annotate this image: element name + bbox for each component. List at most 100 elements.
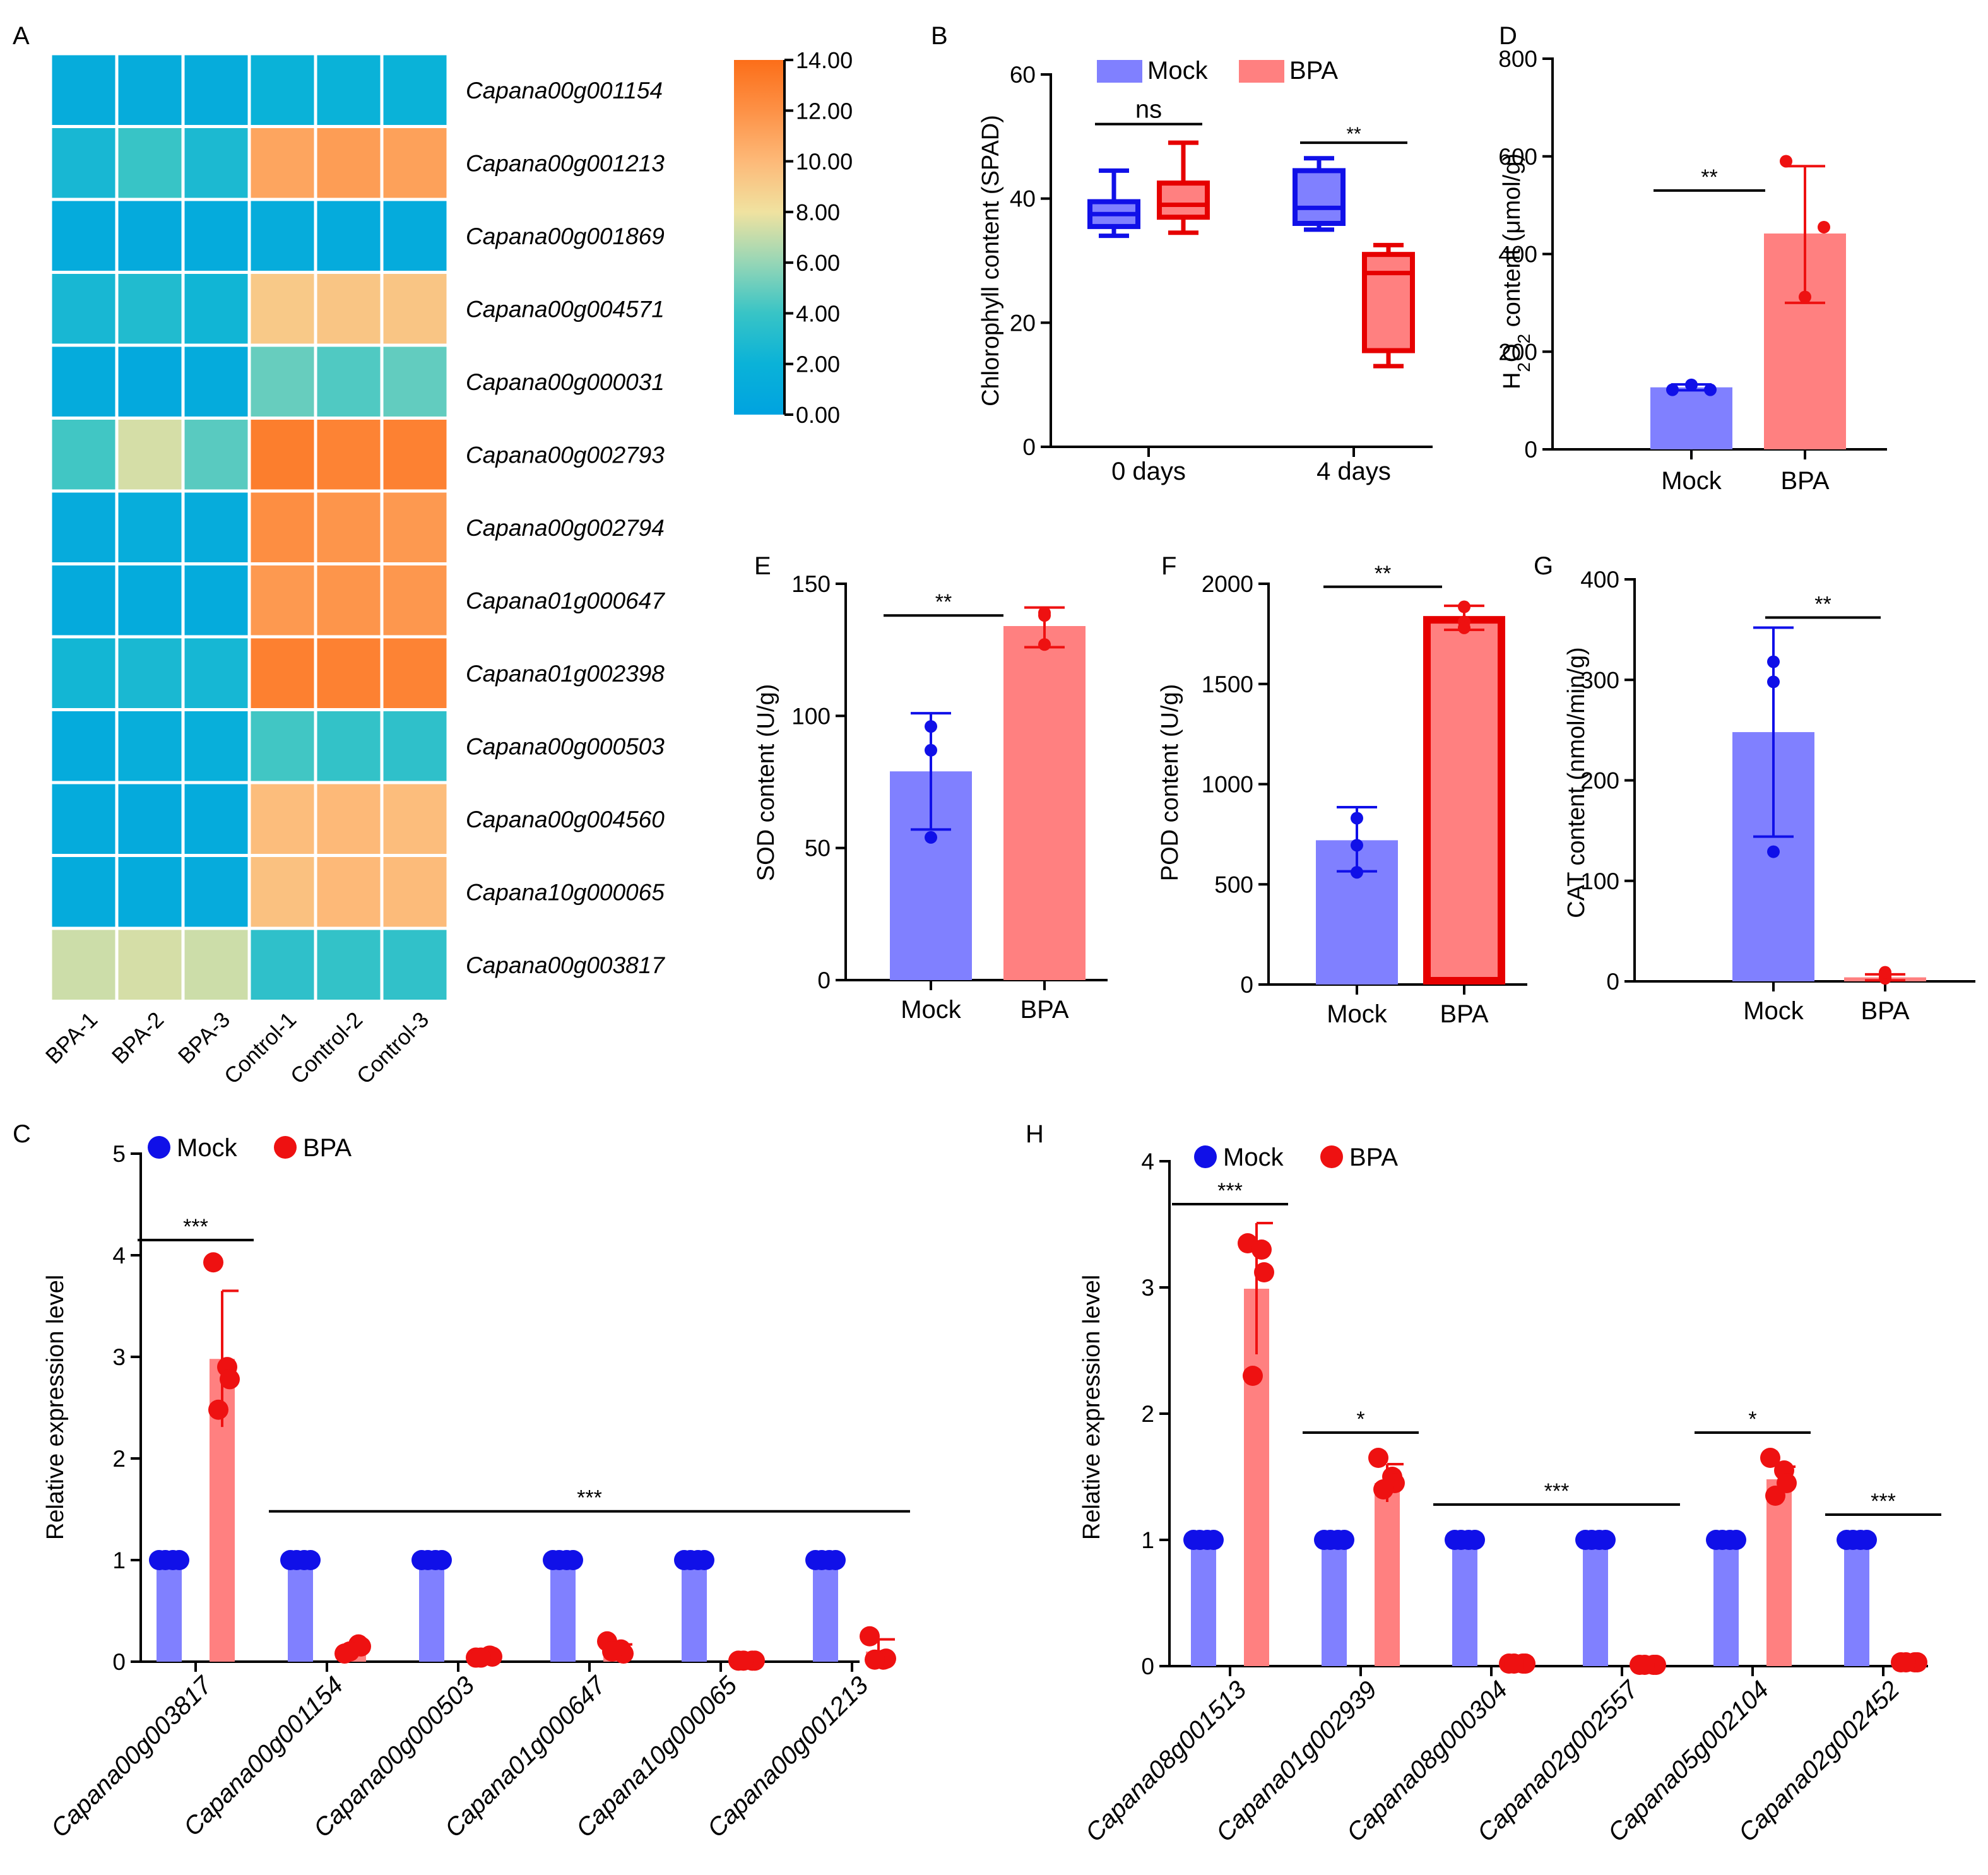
data-point-mock	[1726, 1530, 1746, 1550]
legend-label-bpa: BPA	[303, 1134, 352, 1162]
data-point	[1685, 378, 1698, 391]
data-point-bpa	[865, 1649, 885, 1670]
data-point-bpa	[340, 1641, 360, 1662]
data-point	[925, 743, 937, 757]
data-point-mock	[1465, 1530, 1485, 1550]
data-point-bpa	[208, 1399, 228, 1420]
panel-letter-c: C	[13, 1120, 31, 1148]
data-point-bpa	[1254, 1262, 1274, 1282]
panel-e-sod-chart: 0 50 100 150 Mock BPA ** SOD content (U/g)	[753, 571, 1108, 1024]
data-point	[925, 720, 937, 733]
heatmap-cell	[115, 271, 185, 347]
x-tick-label: Mock	[901, 996, 962, 1024]
y-tick-label: 200	[1498, 339, 1537, 365]
legend-marker-bpa	[274, 1136, 297, 1159]
panel-letter-f: F	[1161, 552, 1176, 580]
heatmap-cell	[181, 417, 251, 493]
y-tick-label: 400	[1580, 567, 1619, 593]
data-point-mock	[432, 1550, 452, 1570]
y-tick-label: 0	[1240, 972, 1253, 998]
colorbar-tick-label: 14.00	[796, 47, 853, 73]
heatmap-cell	[115, 854, 185, 930]
colorbar-tick-label: 8.00	[796, 199, 840, 225]
data-point-bpa	[1243, 1366, 1263, 1386]
heatmap-cell	[247, 562, 317, 639]
data-point	[1458, 600, 1470, 613]
significance-label: *	[1748, 1407, 1756, 1431]
bar-mock	[288, 1560, 313, 1662]
heatmap-cell	[380, 343, 450, 420]
heatmap-cell	[181, 125, 251, 201]
legend-label-mock: Mock	[177, 1134, 238, 1162]
heatmap-cell	[380, 708, 450, 784]
heatmap-cell	[49, 271, 119, 347]
significance-label: **	[1375, 562, 1391, 586]
y-axis-title-part: 2	[1514, 362, 1534, 372]
heatmap-cell	[380, 781, 450, 857]
panel-g-cat-chart: 0 100 200 300 400 Mock BPA ** CAT content (nmol/…	[1563, 567, 1975, 1025]
y-tick-label: 2000	[1202, 571, 1253, 597]
y-axis-title-part: O	[1499, 343, 1525, 362]
heatmap-cell	[314, 635, 384, 711]
data-point	[1704, 383, 1717, 396]
heatmap-cell	[181, 198, 251, 274]
y-tick-label: 20	[1010, 310, 1036, 336]
colorbar	[734, 60, 784, 415]
y-tick-label: 100	[791, 703, 831, 729]
data-point-bpa	[1368, 1448, 1388, 1468]
data-point-mock	[825, 1550, 846, 1570]
heatmap-cell	[314, 489, 384, 565]
heatmap-cell	[380, 562, 450, 639]
colorbar-tick-label: 12.00	[796, 98, 853, 124]
heatmap-row-label: Capana00g001154	[466, 78, 663, 104]
y-axis-title-part: content (μmol/g)	[1499, 153, 1525, 334]
heatmap-cell	[247, 489, 317, 565]
heatmap-cell	[115, 562, 185, 639]
bar-mock	[157, 1560, 182, 1662]
y-tick-label: 2	[112, 1446, 126, 1472]
bar-mock	[419, 1560, 444, 1662]
legend-label-mock: Mock	[1223, 1144, 1284, 1171]
colorbar-tick-label: 4.00	[796, 300, 840, 326]
y-tick-label: 150	[791, 571, 831, 597]
significance-label: **	[935, 590, 952, 614]
heatmap-cell	[247, 781, 317, 857]
bar-mock	[1713, 1540, 1739, 1666]
colorbar-tick-label: 10.00	[796, 149, 853, 175]
heatmap-cell	[380, 52, 450, 128]
heatmap-cell	[49, 125, 119, 201]
data-point-bpa	[860, 1626, 880, 1647]
heatmap-cell	[49, 926, 119, 1003]
heatmap-row-label: Capana00g002794	[466, 515, 665, 541]
y-tick-label: 200	[1580, 768, 1619, 794]
panel-letter-e: E	[754, 552, 771, 580]
heatmap-cell	[181, 562, 251, 639]
y-tick-label: 3	[112, 1344, 126, 1370]
bar-mock	[813, 1560, 838, 1662]
data-point-bpa	[203, 1252, 223, 1273]
legend-marker-mock	[1194, 1145, 1217, 1168]
heatmap-cell	[380, 271, 450, 347]
heatmap-cell	[115, 635, 185, 711]
significance-label: **	[1346, 124, 1361, 145]
y-axis-title: H2O2 content (μmol/g)	[1499, 153, 1534, 389]
y-tick-label: 0	[1141, 1653, 1154, 1679]
heatmap-cell	[115, 52, 185, 128]
heatmap-cell	[314, 198, 384, 274]
bar-mock	[1583, 1540, 1608, 1666]
data-point-bpa	[1760, 1448, 1780, 1468]
panel-letter-h: H	[1026, 1120, 1044, 1148]
heatmap-cell	[247, 271, 317, 347]
y-tick-label: 2	[1141, 1401, 1154, 1427]
heatmap-column-label: Control-2	[286, 1007, 367, 1089]
y-tick-label: 1	[112, 1547, 126, 1573]
data-point	[1767, 655, 1780, 668]
heatmap-cell	[380, 125, 450, 201]
data-point-mock	[169, 1550, 189, 1570]
heatmap-column-label: BPA-2	[107, 1007, 169, 1068]
legend-label-bpa: BPA	[1289, 57, 1338, 85]
heatmap-cell	[314, 926, 384, 1003]
heatmap-cell	[115, 417, 185, 493]
data-point	[1351, 839, 1363, 852]
heatmap-cell	[115, 781, 185, 857]
